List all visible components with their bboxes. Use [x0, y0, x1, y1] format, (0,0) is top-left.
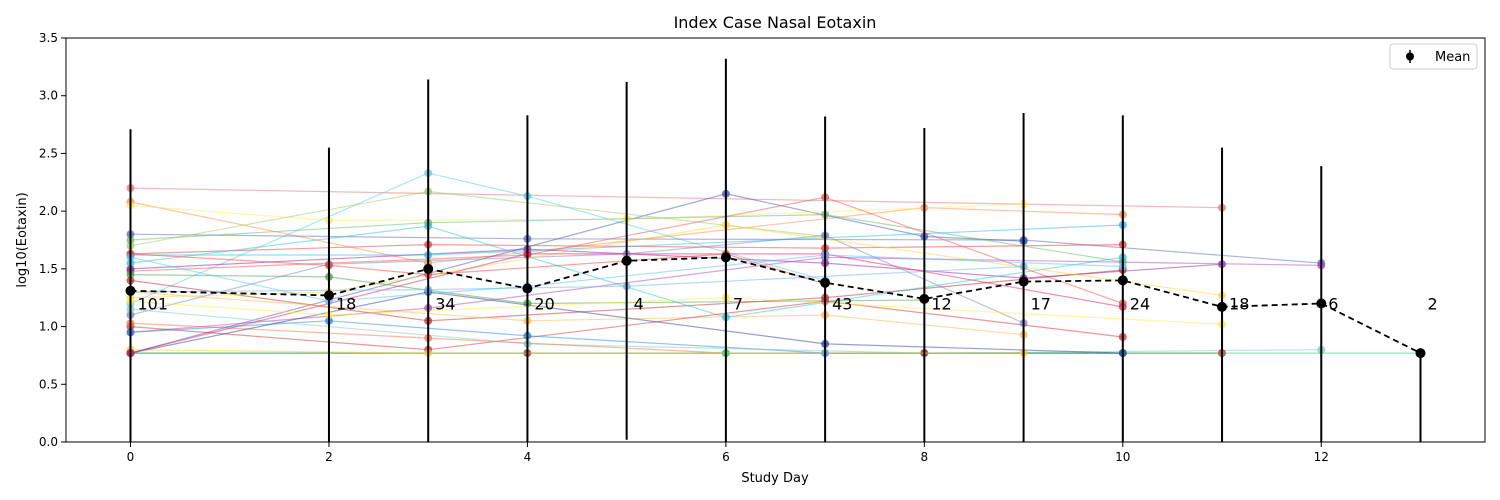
x-tick-label-5: 10: [1115, 450, 1130, 464]
count-label-9: 24: [1130, 294, 1150, 313]
x-tick-label-6: 12: [1314, 450, 1329, 464]
count-label-7: 12: [931, 294, 951, 313]
mean-point-6: [820, 277, 831, 288]
mean-point-2: [423, 263, 434, 274]
y-tick-label-1: 0.5: [39, 377, 58, 391]
y-tick-label-2: 1.0: [39, 320, 58, 334]
plot-frame: [65, 37, 1486, 443]
chart-title: Index Case Nasal Eotaxin: [674, 13, 877, 32]
mean-point-10: [1217, 301, 1227, 312]
subject-line-0: [130, 187, 1223, 209]
y-tick-label-0: 0.0: [39, 435, 58, 449]
x-axis-ticks: 0 2 4 6 8 10 12: [127, 442, 1329, 464]
mean-point-1: [324, 290, 334, 301]
mean-point-9: [1117, 275, 1128, 286]
count-label-1: 18: [336, 294, 356, 313]
x-tick-label-0: 0: [127, 450, 135, 464]
count-label-2: 34: [435, 294, 455, 313]
legend: Mean: [1389, 43, 1478, 70]
y-axis-label: log10(Eotaxin): [15, 192, 30, 287]
count-label-8: 17: [1031, 294, 1051, 313]
count-label-0: 101: [138, 294, 169, 313]
mean-series-layer: [125, 252, 1426, 359]
x-tick-label-4: 8: [921, 450, 929, 464]
mean-point-11: [1316, 298, 1327, 309]
y-tick-label-4: 2.0: [39, 204, 58, 218]
y-tick-label-5: 2.5: [39, 146, 58, 160]
mean-point-12: [1415, 348, 1426, 359]
mean-point-8: [1018, 276, 1029, 287]
count-label-6: 43: [832, 294, 852, 313]
mean-point-3: [522, 283, 533, 294]
legend-box: [1389, 43, 1478, 70]
y-axis-ticks: 0.0 0.5 1.0 1.5 2.0 2.5 3.0 3.5: [39, 31, 66, 449]
count-label-5: 7: [733, 294, 743, 313]
x-tick-label-3: 6: [722, 450, 730, 464]
y-tick-label-3: 1.5: [39, 262, 58, 276]
x-tick-label-2: 4: [524, 450, 532, 464]
count-label-12: 2: [1428, 294, 1438, 313]
subject-line-2: [130, 172, 826, 305]
count-label-3: 20: [534, 294, 554, 313]
legend-mean-marker: [1406, 52, 1414, 61]
legend-mean-label: Mean: [1435, 50, 1470, 65]
x-axis-label: Study Day: [741, 471, 809, 486]
mean-point-7: [919, 293, 930, 304]
count-labels-layer: 101 18 34 20 4 7 43 12 17 24 18 6 2: [138, 294, 1438, 313]
x-tick-label-1: 2: [325, 450, 333, 464]
count-label-11: 6: [1328, 294, 1338, 313]
count-label-4: 4: [634, 294, 644, 313]
count-label-10: 18: [1229, 294, 1249, 313]
y-tick-label-6: 3.0: [39, 89, 58, 103]
mean-point-0: [125, 285, 136, 296]
mean-point-5: [720, 252, 731, 263]
mean-point-4: [621, 255, 632, 266]
y-tick-label-7: 3.5: [39, 31, 58, 45]
